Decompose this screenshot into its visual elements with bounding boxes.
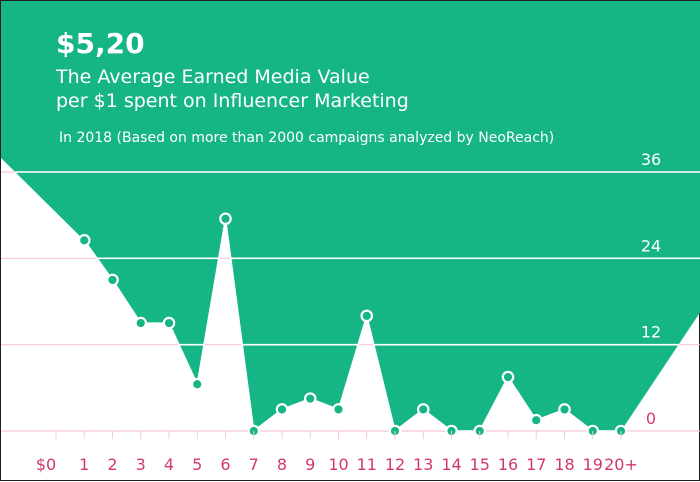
data-point: [416, 403, 430, 416]
x-tick-label: 10: [328, 455, 348, 474]
x-tick-label: 5: [192, 455, 202, 474]
data-point: [162, 316, 176, 330]
data-point: [106, 273, 119, 287]
data-point: [332, 403, 345, 416]
x-tick-label: 19: [583, 455, 603, 474]
data-line: [83, 218, 621, 433]
x-tick-label: 6: [220, 455, 230, 474]
gridlines: [1, 171, 700, 432]
headline-value: $5,20: [56, 27, 145, 60]
data-point: [529, 413, 543, 427]
y-axis-ticks: 0 12 24 36: [641, 150, 661, 428]
y-tick-label: 12: [641, 323, 661, 342]
y-tick-label: 0: [646, 409, 656, 428]
x-tick-label: 4: [164, 455, 174, 474]
data-markers: [77, 212, 628, 438]
x-axis-ticks: $0 1 2 3 4 5 6 7 8 9 10 11 12 13 14 15 16 17 18 19 20+: [36, 455, 638, 474]
x-tick-label: 9: [305, 455, 315, 474]
x-tick-label: 12: [385, 455, 405, 474]
data-point: [275, 403, 289, 416]
data-point: [558, 403, 571, 416]
x-tick-label: 15: [470, 455, 490, 474]
series-line: [83, 218, 621, 433]
data-point: [190, 377, 204, 391]
x-tick-label: 7: [249, 455, 259, 474]
data-point: [501, 370, 515, 384]
data-point: [303, 392, 317, 405]
y-tick-label: 24: [641, 236, 661, 255]
x-tick-label: 2: [107, 455, 117, 474]
x-tick-label: 20+: [604, 455, 638, 474]
x-tick-label: 17: [526, 455, 546, 474]
x-tick-label: 3: [136, 455, 146, 474]
x-tick-label: 8: [277, 455, 287, 474]
data-point: [77, 234, 91, 247]
x-axis-tick-marks: [55, 431, 622, 439]
chart-subtitle: In 2018 (Based on more than 2000 campaig…: [59, 130, 554, 146]
x-tick-label: 1: [79, 455, 89, 474]
data-point: [219, 212, 232, 226]
x-tick-label: $0: [36, 455, 56, 474]
chart-title-line-2: per $1 spent on Influencer Marketing: [56, 90, 409, 112]
chart-title-line-1: The Average Earned Media Value: [55, 66, 370, 88]
x-tick-label: 18: [554, 455, 574, 474]
x-tick-label: 16: [498, 455, 518, 474]
y-tick-label: 36: [641, 150, 661, 169]
area-fill: [1, 1, 700, 431]
x-tick-label: 11: [357, 455, 377, 474]
x-tick-label: 13: [413, 455, 433, 474]
x-tick-label: 14: [441, 455, 461, 474]
data-point: [360, 309, 374, 323]
data-point: [134, 316, 148, 330]
